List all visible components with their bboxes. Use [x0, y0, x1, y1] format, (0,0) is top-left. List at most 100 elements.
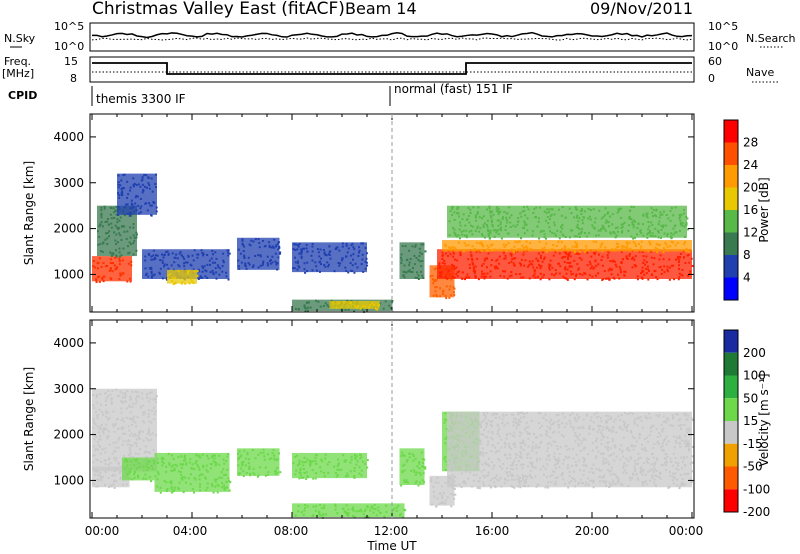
data-pixel — [610, 416, 613, 419]
data-pixel — [300, 476, 303, 479]
data-pixel — [297, 265, 300, 268]
data-pixel — [112, 441, 115, 444]
data-pixel — [344, 459, 347, 462]
data-pixel — [118, 255, 121, 258]
data-pixel — [627, 229, 630, 232]
data-pixel — [583, 457, 586, 460]
data-pixel — [685, 215, 688, 218]
data-pixel — [467, 477, 470, 480]
data-pixel — [504, 445, 507, 448]
data-pixel — [435, 286, 438, 289]
data-pixel — [345, 504, 348, 507]
data-pixel — [617, 480, 620, 483]
data-pixel — [495, 449, 498, 452]
data-pixel — [498, 435, 501, 438]
data-pixel — [102, 432, 105, 435]
data-pixel — [590, 265, 593, 268]
data-pixel — [542, 465, 545, 468]
data-pixel — [482, 474, 485, 477]
data-pixel — [640, 419, 643, 422]
data-pixel — [511, 473, 514, 476]
data-pixel — [662, 415, 665, 418]
data-pixel — [575, 275, 578, 278]
data-pixel — [619, 482, 622, 485]
data-pixel — [215, 461, 218, 464]
data-pixel — [513, 251, 516, 254]
data-pixel — [216, 483, 219, 486]
data-pixel — [170, 480, 173, 483]
data-pixel — [144, 473, 147, 476]
data-pixel — [404, 245, 407, 248]
data-pixel — [137, 395, 140, 398]
data-pixel — [144, 267, 147, 270]
data-pixel — [554, 234, 557, 237]
data-pixel — [225, 486, 228, 489]
data-pixel — [653, 481, 656, 484]
nave-label: Nave — [746, 66, 774, 79]
data-pixel — [92, 432, 95, 435]
data-pixel — [620, 244, 623, 247]
data-pixel — [468, 276, 471, 279]
data-pixel — [125, 459, 128, 462]
data-pixel — [487, 234, 490, 237]
data-pixel — [114, 450, 117, 453]
colorbar-swatch — [724, 330, 738, 353]
data-pixel — [606, 436, 609, 439]
data-pixel — [351, 264, 354, 267]
data-pixel — [605, 219, 608, 222]
data-pixel — [571, 412, 574, 415]
data-pixel — [655, 428, 658, 431]
data-pixel — [100, 460, 103, 463]
data-pixel — [111, 270, 114, 273]
data-pixel — [336, 512, 339, 515]
data-pixel — [149, 267, 152, 270]
data-pixel — [150, 177, 153, 180]
data-pixel — [319, 305, 322, 308]
colorbar-tick-label: 16 — [743, 203, 758, 217]
data-pixel — [108, 223, 111, 226]
data-pixel — [485, 275, 488, 278]
data-pixel — [259, 451, 262, 454]
data-pixel — [571, 229, 574, 232]
data-pixel — [623, 412, 626, 415]
data-pixel — [548, 266, 551, 269]
data-pixel — [132, 206, 135, 209]
data-pixel — [500, 438, 503, 441]
data-pixel — [550, 481, 553, 484]
power-heatmap — [92, 173, 694, 313]
colorbar-tick-label: 200 — [743, 346, 766, 360]
data-pixel — [117, 192, 120, 195]
data-pixel — [449, 466, 452, 469]
data-pixel — [257, 453, 260, 456]
data-pixel — [523, 221, 526, 224]
data-pixel — [651, 476, 654, 479]
data-pixel — [439, 492, 442, 495]
data-pixel — [629, 247, 632, 250]
data-pixel — [559, 230, 562, 233]
data-pixel — [477, 462, 480, 465]
data-pixel — [495, 474, 498, 477]
data-pixel — [568, 456, 571, 459]
data-pixel — [197, 454, 200, 457]
data-pixel — [553, 224, 556, 227]
data-pixel — [614, 236, 617, 239]
data-pixel — [405, 271, 408, 274]
data-pixel — [462, 466, 465, 469]
data-pixel — [246, 451, 249, 454]
data-pixel — [160, 457, 163, 460]
data-pixel — [247, 261, 250, 264]
data-pixel — [548, 211, 551, 214]
data-pixel — [92, 404, 95, 407]
data-pixel — [351, 514, 354, 517]
data-pixel — [116, 226, 119, 229]
data-pixel — [588, 215, 591, 218]
data-pixel — [657, 231, 660, 234]
data-pixel — [483, 259, 486, 262]
data-pixel — [559, 446, 562, 449]
data-pixel — [440, 502, 443, 505]
data-pixel — [347, 514, 350, 517]
data-pixel — [641, 277, 644, 280]
data-pixel — [128, 471, 131, 474]
data-pixel — [276, 458, 279, 461]
data-pixel — [350, 455, 353, 458]
